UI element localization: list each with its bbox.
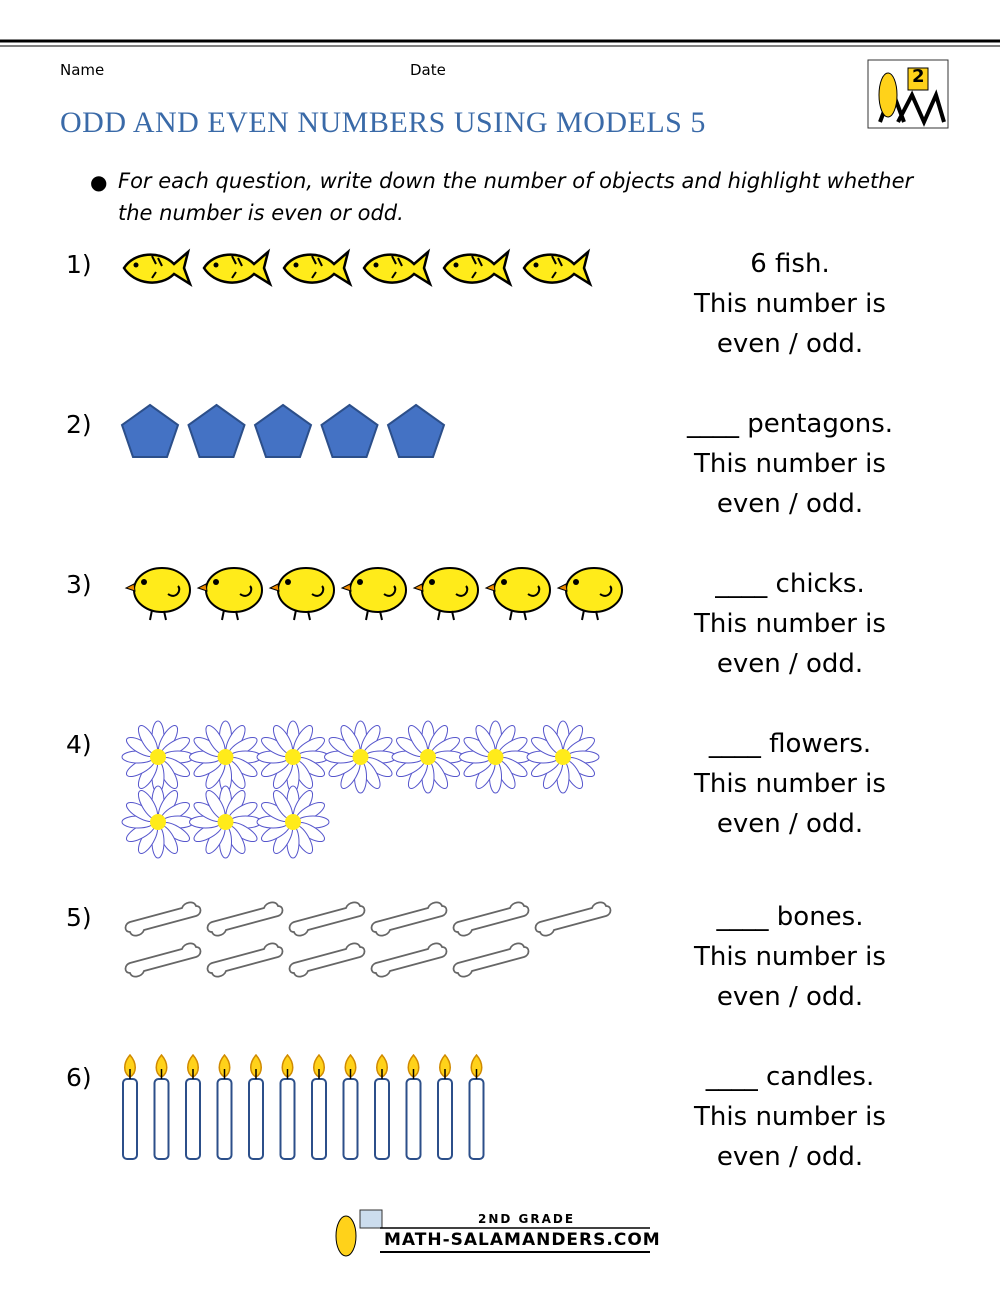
chick-icon (197, 567, 263, 621)
chick-icon (269, 567, 335, 621)
answer-line: ____ bones. (716, 902, 864, 932)
footer-logo (335, 1209, 650, 1257)
pentagon-icon (320, 404, 379, 458)
candle-icon (468, 1054, 485, 1160)
pentagon-icon (387, 404, 445, 458)
answer-line: ____ chicks. (715, 569, 865, 599)
flower-icon (256, 785, 330, 859)
question-number: 3) (66, 570, 92, 599)
fish-icon (442, 250, 512, 286)
question-number: 5) (66, 903, 92, 932)
pentagon-icon (121, 404, 179, 458)
chick-icon (341, 567, 407, 621)
candle-icon (248, 1054, 264, 1160)
answer: ____ candles. This number is even / odd. (640, 1057, 940, 1177)
candle-icon (279, 1054, 296, 1160)
answer-line: This number is (694, 769, 886, 799)
flower-icon (256, 720, 330, 794)
answer: ____ chicks. This number is even / odd. (640, 564, 940, 684)
flower-icon (526, 720, 600, 794)
date-label: Date (410, 61, 446, 79)
flower-icon (121, 720, 195, 794)
pentagon-icon (187, 404, 246, 458)
answer-line: even / odd. (716, 489, 864, 519)
name-label: Name (60, 61, 105, 79)
answer-line: This number is (694, 1102, 886, 1132)
question-number: 4) (66, 730, 92, 759)
question-number: 1) (66, 250, 92, 279)
answer-line: This number is (694, 942, 886, 972)
answer: ____ flowers. This number is even / odd. (640, 724, 940, 844)
answer-line: even / odd. (716, 982, 864, 1012)
flower-icon (189, 720, 262, 794)
bone-icon (206, 942, 284, 978)
fish-icon (122, 250, 192, 286)
answer-line: This number is (694, 609, 886, 639)
bone-icon (124, 942, 202, 978)
answer: ____ pentagons. This number is even / odd. (640, 404, 940, 524)
footer-site: MATH-SALAMANDERS.COM (384, 1230, 661, 1250)
fish-icon (202, 250, 272, 286)
answer-line: even / odd. (716, 649, 864, 679)
pentagon-icon (254, 404, 312, 458)
logo-grade: 2 (912, 66, 925, 87)
candle-icon (122, 1054, 138, 1160)
answer-line: even / odd. (716, 329, 864, 359)
logo-flag (907, 67, 929, 91)
question-number: 2) (66, 410, 92, 439)
candle-icon (374, 1054, 390, 1160)
fish-icon (522, 250, 592, 286)
candle-icon (216, 1054, 233, 1160)
candle-icon (405, 1054, 422, 1160)
flower-icon (459, 720, 532, 794)
fish-icon (282, 250, 352, 286)
footer-grade: 2ND GRADE (478, 1212, 576, 1226)
bone-icon (288, 942, 366, 978)
answer-line: ____ flowers. (708, 729, 872, 759)
logo-salamander (878, 72, 898, 118)
question-number: 6) (66, 1063, 92, 1092)
answer: ____ bones. This number is even / odd. (640, 897, 940, 1017)
fish-icon (362, 250, 432, 286)
answer-line: even / odd. (716, 809, 864, 839)
flower-icon (391, 720, 465, 794)
flower-icon (189, 785, 262, 859)
bone-icon (206, 901, 284, 937)
chick-icon (125, 567, 191, 621)
answer-line: even / odd. (716, 1142, 864, 1172)
candle-icon (311, 1054, 327, 1160)
answer-line: This number is (694, 449, 886, 479)
bone-icon (288, 901, 366, 937)
chick-icon (557, 567, 623, 621)
chick-icon (485, 567, 551, 621)
bone-icon (452, 942, 530, 978)
flower-icon (324, 720, 397, 794)
answer-line: 6 fish. (750, 249, 830, 279)
answer-line: This number is (694, 289, 886, 319)
bone-icon (370, 942, 448, 978)
candle-icon (342, 1054, 359, 1160)
bone-icon (124, 901, 202, 937)
answer-line: ____ candles. (705, 1062, 875, 1092)
candle-icon (153, 1054, 170, 1160)
bone-icon (370, 901, 448, 937)
title: ODD AND EVEN NUMBERS USING MODELS 5 (60, 106, 706, 139)
bone-icon (534, 901, 612, 937)
flower-icon (121, 785, 195, 859)
bullet: ● (90, 170, 108, 194)
chick-icon (413, 567, 479, 621)
candle-icon (185, 1054, 201, 1160)
answer: 6 fish. This number is even / odd. (640, 244, 940, 364)
answer-line: ____ pentagons. (686, 409, 894, 439)
candle-icon (437, 1054, 453, 1160)
instruction: For each question, write down the number… (118, 169, 914, 225)
bone-icon (452, 901, 530, 937)
